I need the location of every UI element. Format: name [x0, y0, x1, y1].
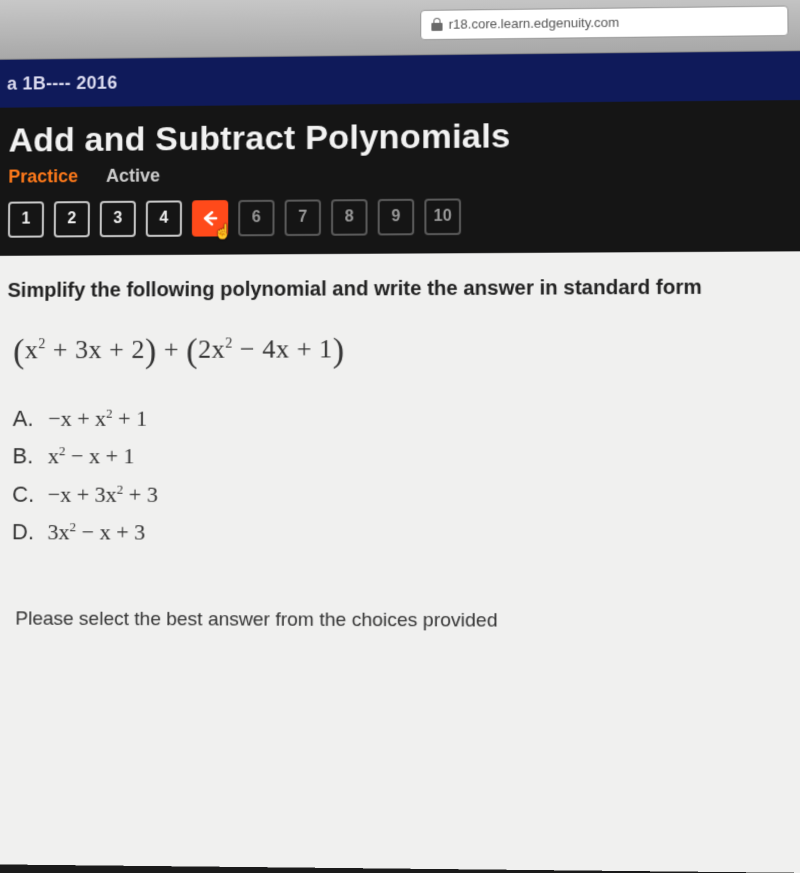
- lock-icon: [431, 18, 442, 31]
- question-prompt: Simplify the following polynomial and wr…: [8, 276, 800, 303]
- url-text: r18.core.learn.edgenuity.com: [449, 15, 620, 32]
- question-nav-10[interactable]: 10: [424, 198, 461, 235]
- footer-prompt: Please select the best answer from the c…: [15, 608, 800, 634]
- question-content: Simplify the following polynomial and wr…: [0, 251, 800, 873]
- lesson-header: Add and Subtract Polynomials Practice Ac…: [0, 100, 800, 256]
- question-nav: 1234 ☝ 678910: [8, 196, 800, 238]
- cursor-hand-icon: ☝: [215, 223, 233, 240]
- answer-choices: A. −x + x2 + 1B. x2 − x + 1C. −x + 3x2 +…: [12, 398, 800, 552]
- question-nav-1[interactable]: 1: [8, 201, 44, 237]
- question-nav-7[interactable]: 7: [285, 199, 321, 236]
- choice-b[interactable]: B. x2 − x + 1: [12, 437, 800, 476]
- tab-practice[interactable]: Practice: [8, 166, 78, 188]
- question-nav-◆[interactable]: ☝: [192, 200, 228, 237]
- choice-d[interactable]: D. 3x2 − x + 3: [12, 513, 800, 553]
- course-breadcrumb: a 1B---- 2016: [7, 72, 118, 94]
- choice-c[interactable]: C. −x + 3x2 + 3: [12, 475, 800, 514]
- question-nav-6[interactable]: 6: [238, 200, 274, 237]
- question-nav-2[interactable]: 2: [54, 201, 90, 237]
- browser-toolbar: r18.core.learn.edgenuity.com: [0, 0, 800, 60]
- url-bar[interactable]: r18.core.learn.edgenuity.com: [420, 5, 788, 40]
- question-nav-4[interactable]: 4: [146, 200, 182, 236]
- question-expression: (x2 + 3x + 2) + (2x2 − 4x + 1): [13, 330, 800, 371]
- choice-a[interactable]: A. −x + x2 + 1: [13, 398, 800, 437]
- tab-row: Practice Active: [8, 160, 800, 187]
- tab-active[interactable]: Active: [106, 165, 160, 187]
- question-nav-9[interactable]: 9: [378, 199, 415, 236]
- lesson-title: Add and Subtract Polynomials: [8, 114, 799, 160]
- course-breadcrumb-bar: a 1B---- 2016: [0, 51, 800, 108]
- question-nav-8[interactable]: 8: [331, 199, 367, 236]
- question-nav-3[interactable]: 3: [100, 201, 136, 237]
